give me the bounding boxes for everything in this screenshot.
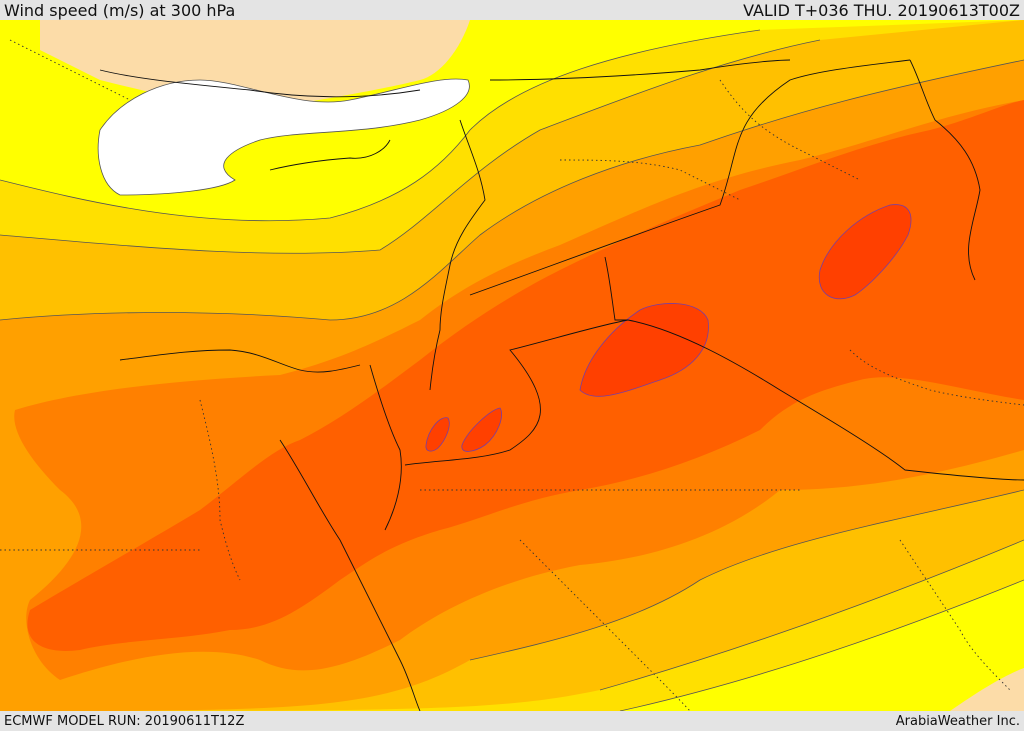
- header-bar: Wind speed (m/s) at 300 hPa VALID T+036 …: [0, 0, 1024, 20]
- credit: ArabiaWeather Inc.: [895, 713, 1020, 729]
- core-red-4: [425, 417, 450, 452]
- model-run: ECMWF MODEL RUN: 20190611T12Z: [4, 713, 245, 729]
- calm-zone: [97, 78, 470, 196]
- footer-bar: ECMWF MODEL RUN: 20190611T12Z ArabiaWeat…: [0, 711, 1024, 731]
- map-title: Wind speed (m/s) at 300 hPa: [4, 0, 236, 20]
- land-highlands: [40, 20, 470, 110]
- core-red-1: [579, 303, 709, 397]
- band-red-orange: [27, 100, 1024, 651]
- core-red-2: [818, 204, 912, 300]
- boundary-lines: [99, 59, 1024, 711]
- speed-contours: [0, 29, 1024, 711]
- wind-speed-map: [0, 20, 1024, 711]
- valid-time: VALID T+036 THU. 20190613T00Z: [743, 0, 1020, 20]
- land-lowlands: [950, 668, 1024, 711]
- core-red-3: [461, 407, 502, 452]
- secondary-boundaries: [0, 39, 1024, 711]
